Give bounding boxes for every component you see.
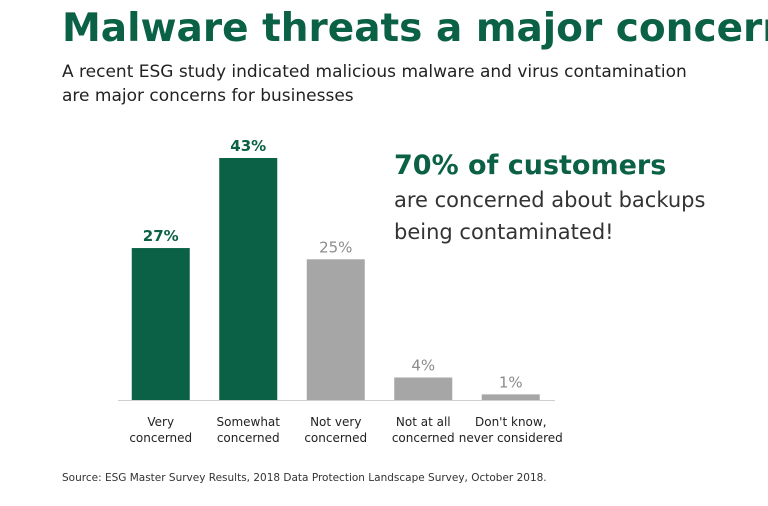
value-label: 4%: [411, 356, 435, 374]
annotation-headline: 70% of customers: [394, 150, 666, 181]
value-label: 25%: [319, 238, 352, 256]
annotation-body: are concerned about backups being contami…: [394, 188, 705, 244]
chart-title: Malware threats a major concern: [62, 6, 768, 51]
bar: [131, 248, 190, 400]
bar: [394, 377, 453, 400]
bar: [481, 394, 540, 400]
x-tick-label: Not very concerned: [304, 415, 367, 445]
x-tick-label: Somewhat concerned: [216, 415, 280, 445]
x-tick-label: Not at all concerned: [392, 415, 455, 445]
x-tick-label: Very concerned: [129, 415, 192, 445]
bar: [306, 259, 365, 400]
value-label: 27%: [143, 227, 179, 245]
chart-subtitle: A recent ESG study indicated malicious m…: [62, 62, 687, 106]
x-tick-label: Don't know, never considered: [459, 415, 563, 445]
value-label: 1%: [499, 373, 523, 391]
source-note: Source: ESG Master Survey Results, 2018 …: [62, 472, 547, 484]
value-label: 43%: [230, 137, 266, 155]
bar: [219, 158, 278, 400]
